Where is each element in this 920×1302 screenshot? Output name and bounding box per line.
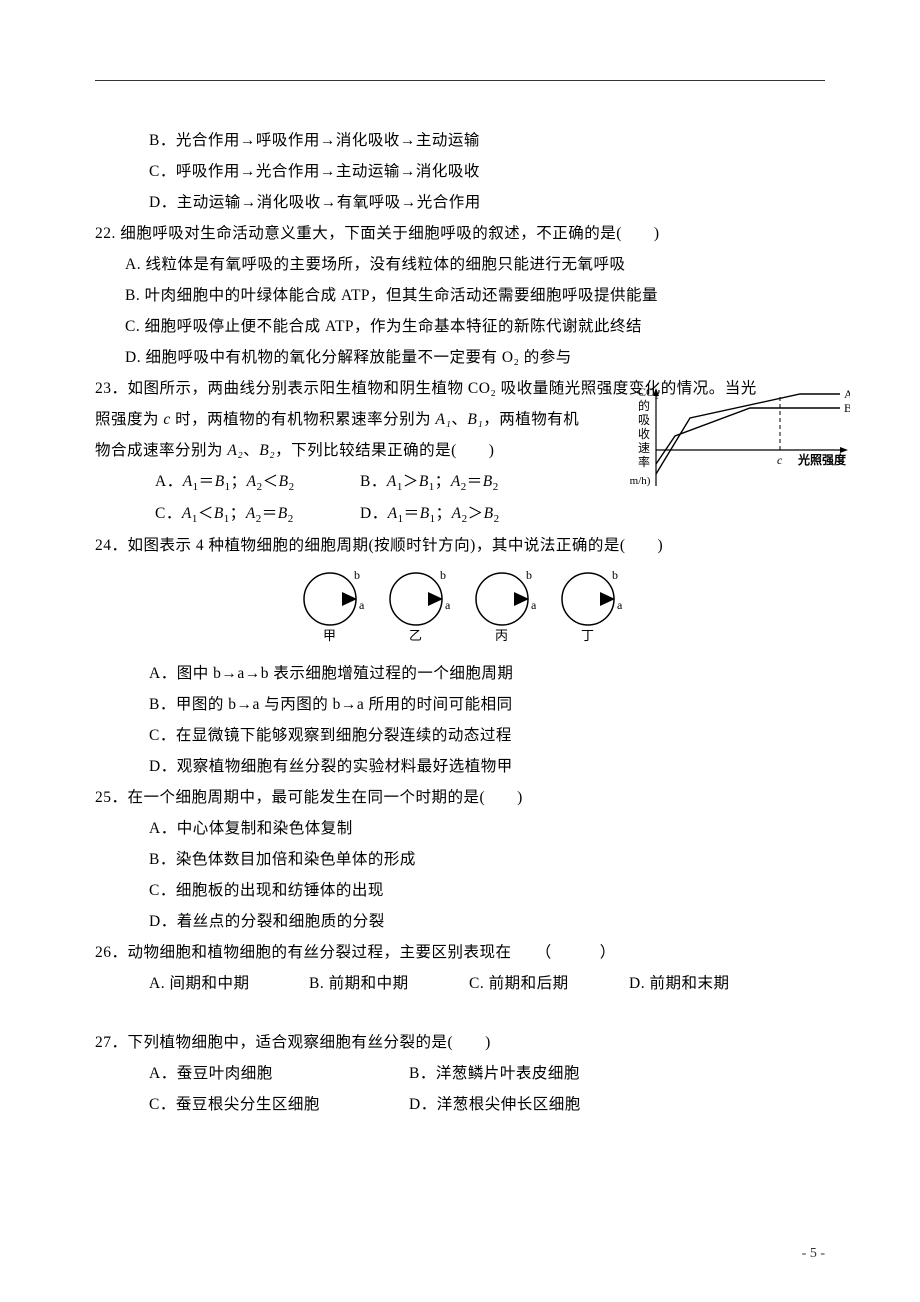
- page: B．光合作用→呼吸作用→消化吸收→主动运输 C．呼吸作用→光合作用→主动运输→消…: [0, 0, 920, 1302]
- q27-option-d: D．洋葱根尖伸长区细胞: [409, 1089, 669, 1120]
- svg-text:a: a: [531, 598, 537, 612]
- svg-text:b: b: [354, 568, 360, 582]
- q24-option-d: D．观察植物细胞有丝分裂的实验材料最好选植物甲: [95, 751, 825, 782]
- q26-stem: 26．动物细胞和植物细胞的有丝分裂过程，主要区别表现在 （ ）: [95, 937, 825, 968]
- q26-options-row: A. 间期和中期 B. 前期和中期 C. 前期和后期 D. 前期和末期: [95, 968, 825, 999]
- svg-text:的: 的: [638, 398, 650, 413]
- q24-option-b: B．甲图的 b→a 与丙图的 b→a 所用的时间可能相同: [95, 689, 825, 720]
- q22-option-b: B. 叶肉细胞中的叶绿体能合成 ATP，但其生命活动还需要细胞呼吸提供能量: [95, 280, 825, 311]
- spacer: [95, 999, 825, 1027]
- q21-option-d: D．主动运输→消化吸收→有氧呼吸→光合作用: [95, 187, 825, 218]
- q22-option-a: A. 线粒体是有氧呼吸的主要场所，没有线粒体的细胞只能进行无氧呼吸: [95, 249, 825, 280]
- q23-A1: A₁: [436, 411, 452, 428]
- q24-option-a: A．图中 b→a→b 表示细胞增殖过程的一个细胞周期: [95, 658, 825, 689]
- q26-option-a: A. 间期和中期: [149, 968, 309, 999]
- q22-option-c: C. 细胞呼吸停止便不能合成 ATP，作为生命基本特征的新陈代谢就此终结: [95, 311, 825, 342]
- svg-text:CO₂: CO₂: [638, 386, 659, 399]
- q24-cycles-svg: a b 甲 a b 乙 a b 丙 a b 丁: [290, 567, 630, 647]
- svg-text:A: A: [844, 387, 850, 401]
- q23-stem2-suffix: ，两植物有机: [483, 411, 579, 428]
- q24-cycles: a b 甲 a b 乙 a b 丙 a b 丁: [95, 567, 825, 652]
- svg-text:b: b: [612, 568, 618, 582]
- svg-text:B: B: [844, 401, 850, 415]
- q26-option-d: D. 前期和末期: [629, 968, 789, 999]
- svg-text:a: a: [359, 598, 365, 612]
- q22-stem: 22. 细胞呼吸对生命活动意义重大，下面关于细胞呼吸的叙述，不正确的是( ): [95, 218, 825, 249]
- q23-B1: B₁: [467, 411, 483, 428]
- page-number: - 5 -: [802, 1246, 825, 1262]
- q24-option-c: C．在显微镜下能够观察到细胞分裂连续的动态过程: [95, 720, 825, 751]
- q24-stem: 24．如图表示 4 种植物细胞的细胞周期(按顺时针方向)，其中说法正确的是( ): [95, 530, 825, 561]
- q25-stem: 25．在一个细胞周期中，最可能发生在同一个时期的是( ): [95, 782, 825, 813]
- svg-text:丙: 丙: [495, 628, 508, 643]
- svg-text:b: b: [526, 568, 532, 582]
- q26-option-b: B. 前期和中期: [309, 968, 469, 999]
- svg-text:率: 率: [638, 454, 650, 469]
- q21-option-b: B．光合作用→呼吸作用→消化吸收→主动运输: [95, 125, 825, 156]
- svg-text:速: 速: [638, 441, 650, 455]
- q23-stem2-mid1: 时，两植物的有机物积累速率分别为: [171, 411, 436, 428]
- svg-text:收: 收: [638, 427, 650, 441]
- svg-text:乙: 乙: [409, 628, 422, 643]
- q23-option-a: A．A1＝B1；A2＜B2: [155, 466, 360, 498]
- q27-options-row2: C．蚕豆根尖分生区细胞 D．洋葱根尖伸长区细胞: [95, 1089, 825, 1120]
- q23-stem2-prefix: 照强度为: [95, 411, 163, 428]
- q25-option-a: A．中心体复制和染色体复制: [95, 813, 825, 844]
- q23-option-d: D．A1＝B1；A2＞B2: [360, 498, 565, 530]
- q23-chart: CO₂的吸收速率 (m/h) ABc 光照强度: [630, 386, 850, 506]
- q23-sep1: 、: [451, 411, 467, 428]
- q23-chart-svg: CO₂的吸收速率 (m/h) ABc 光照强度: [630, 386, 850, 506]
- svg-text:a: a: [617, 598, 623, 612]
- q27-stem: 27．下列植物细胞中，适合观察细胞有丝分裂的是( ): [95, 1027, 825, 1058]
- svg-text:(m/h): (m/h): [630, 475, 651, 487]
- svg-text:b: b: [440, 568, 446, 582]
- q23-B2: B₂: [259, 442, 275, 459]
- q27-option-b: B．洋葱鳞片叶表皮细胞: [409, 1058, 669, 1089]
- q21-option-c: C．呼吸作用→光合作用→主动运输→消化吸收: [95, 156, 825, 187]
- q23-sep2: 、: [243, 442, 259, 459]
- q22-option-d: D. 细胞呼吸中有机物的氧化分解释放能量不一定要有 O₂ 的参与: [95, 342, 825, 373]
- q23-stem3-tail: ，下列比较结果正确的是( ): [275, 442, 494, 459]
- svg-text:吸: 吸: [638, 413, 650, 427]
- q23-A2: A₂: [227, 442, 243, 459]
- q25-option-d: D．着丝点的分裂和细胞质的分裂: [95, 906, 825, 937]
- svg-text:甲: 甲: [323, 628, 336, 643]
- top-rule: [95, 80, 825, 81]
- svg-text:丁: 丁: [581, 628, 594, 643]
- svg-text:光照强度: 光照强度: [797, 452, 847, 467]
- q23-stem3-prefix: 物合成速率分别为: [95, 442, 227, 459]
- q27-option-c: C．蚕豆根尖分生区细胞: [149, 1089, 409, 1120]
- q27-option-a: A．蚕豆叶肉细胞: [149, 1058, 409, 1089]
- svg-text:c: c: [777, 453, 783, 467]
- q23-option-c: C．A1＜B1；A2＝B2: [155, 498, 360, 530]
- q23-option-b: B．A1＞B1；A2＝B2: [360, 466, 565, 498]
- svg-text:a: a: [445, 598, 451, 612]
- q27-options-row1: A．蚕豆叶肉细胞 B．洋葱鳞片叶表皮细胞: [95, 1058, 825, 1089]
- q26-option-c: C. 前期和后期: [469, 968, 629, 999]
- q25-option-b: B．染色体数目加倍和染色单体的形成: [95, 844, 825, 875]
- q23-c-var: c: [163, 411, 170, 428]
- q25-option-c: C．细胞板的出现和纺锤体的出现: [95, 875, 825, 906]
